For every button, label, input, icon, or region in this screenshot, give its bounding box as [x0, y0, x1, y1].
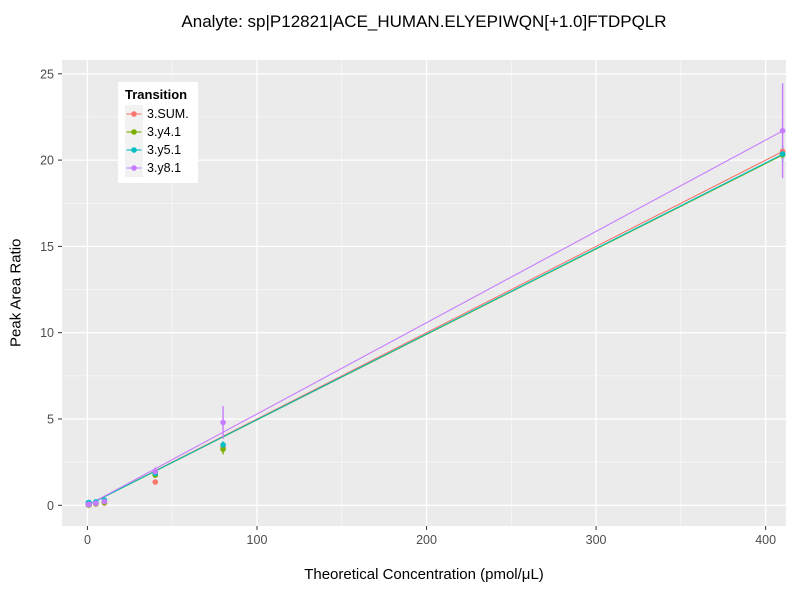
- data-point: [779, 151, 786, 157]
- legend-item-label: 3.y5.1: [147, 143, 182, 157]
- data-point: [93, 500, 99, 507]
- data-point: [152, 468, 159, 475]
- data-point: [101, 498, 108, 505]
- legend-item: 3.y4.1: [125, 123, 189, 141]
- y-tick-label: 25: [40, 67, 54, 81]
- x-tick-label: 200: [416, 533, 437, 547]
- legend-item-label: 3.y4.1: [147, 125, 182, 139]
- chart-title: Analyte: sp|P12821|ACE_HUMAN.ELYEPIWQN[+…: [181, 12, 667, 31]
- legend-items: 3.SUM. 3.y4.1 3.y5.1 3.y8.1: [125, 105, 189, 177]
- legend-key-icon: [125, 141, 143, 159]
- legend-key-icon: [125, 159, 143, 177]
- x-axis-label: Theoretical Concentration (pmol/μL): [304, 566, 544, 583]
- y-tick-label: 5: [47, 412, 54, 426]
- y-tick-label: 0: [47, 499, 54, 513]
- data-point: [220, 419, 226, 426]
- fit-line: [87, 153, 783, 506]
- legend-item: 3.y5.1: [125, 141, 189, 159]
- legend-key-icon: [125, 123, 143, 141]
- data-point: [152, 479, 159, 485]
- x-tick-label: 400: [755, 533, 776, 547]
- legend-item: 3.SUM.: [125, 105, 189, 123]
- x-tick-label: 100: [247, 533, 268, 547]
- data-point: [779, 127, 786, 134]
- legend-item-label: 3.y8.1: [147, 161, 182, 175]
- legend: Transition 3.SUM. 3.y4.1 3.y5.1 3.y8.1: [118, 82, 198, 183]
- data-point: [220, 442, 226, 448]
- legend-item: 3.y8.1: [125, 159, 189, 177]
- fit-line: [87, 130, 783, 506]
- x-tick-label: 0: [84, 533, 91, 547]
- legend-title: Transition: [125, 87, 188, 102]
- legend-key-icon: [125, 105, 143, 123]
- data-point: [220, 446, 226, 452]
- legend-item-label: 3.SUM.: [147, 107, 189, 121]
- y-tick-label: 15: [40, 240, 54, 254]
- x-tick-label: 300: [586, 533, 607, 547]
- y-tick-label: 10: [40, 326, 54, 340]
- y-tick-label: 20: [40, 154, 54, 168]
- data-point: [86, 501, 92, 508]
